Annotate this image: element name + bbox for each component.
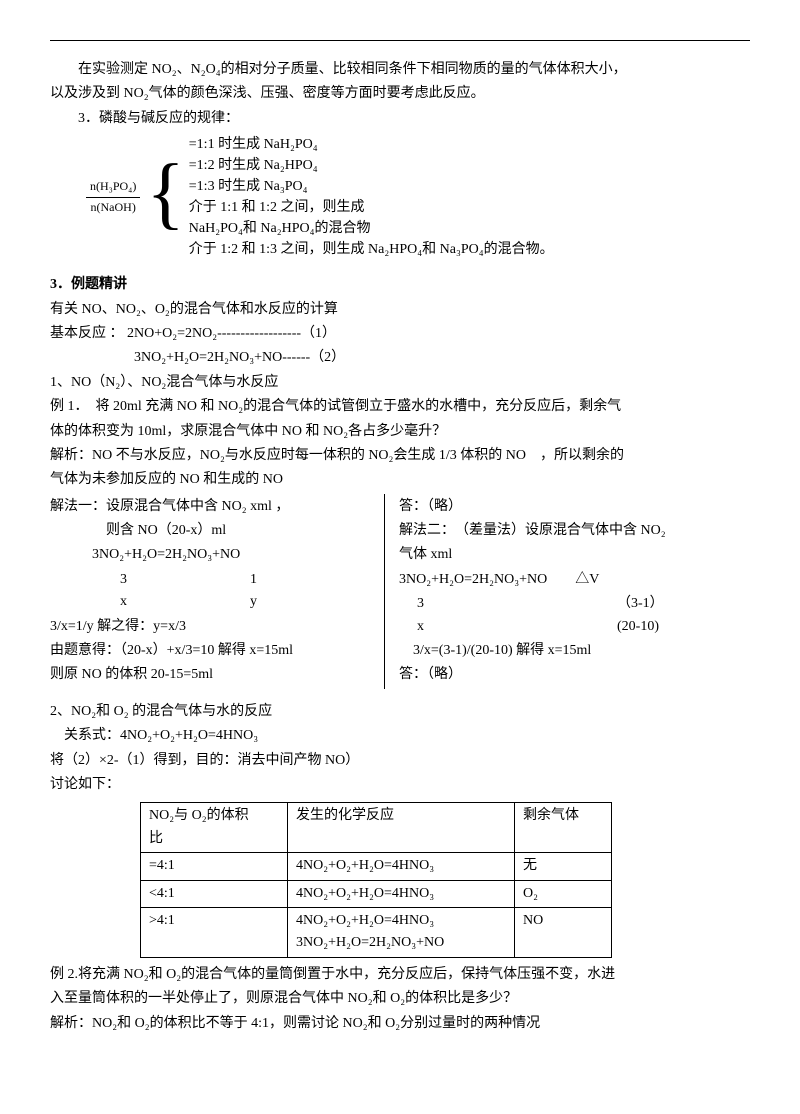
right-r1: 答：（略）: [399, 496, 750, 518]
left-l3: 3NO₂+H₂O=2H₂NO₃+NO: [50, 544, 374, 566]
two-column-solution: 解法一：设原混合气体中含 NO₂ xml ， 则含 NO（20-x）ml 3NO…: [50, 494, 750, 689]
section-3-title: 3．例题精讲: [50, 274, 750, 296]
right-r4: 3NO₂+H₂O=2H₂NO₃+NO △V: [399, 569, 750, 591]
th-remaining: 剩余气体: [515, 803, 612, 853]
brace-content: =1:1 时生成 NaH₂PO₄ =1:2 时生成 Na₂HPO₄ =1:3 时…: [189, 134, 554, 260]
left-l4a: 3: [120, 569, 250, 591]
left-brace: {: [146, 153, 184, 233]
r3c2b: 3NO₂+H₂O=2H₂NO₃+NO: [296, 935, 444, 950]
left-l2: 则含 NO（20-x）ml: [50, 520, 374, 542]
right-r5: 3 （3-1）: [399, 593, 750, 615]
example2-line1: 例 2.将充满 NO₂和 O₂的混合气体的量筒倒置于水中，充分反应后，保持气体压…: [50, 964, 750, 986]
r2c2: 4NO₂+O₂+H₂O=4HNO₃: [288, 880, 515, 907]
r2c3: O₂: [515, 880, 612, 907]
th-ratio-a: NO₂与 O₂的体积: [149, 808, 249, 823]
left-l4b: 1: [250, 569, 257, 591]
part2-p4: 讨论如下：: [50, 774, 750, 796]
solution-method-2: 答：（略） 解法二： （差量法）设原混合气体中含 NO₂ 气体 xml 3NO₂…: [385, 494, 750, 689]
th-ratio-b: 比: [149, 831, 163, 846]
r2c1: <4:1: [141, 880, 288, 907]
intro-line-3: 3．磷酸与碱反应的规律：: [50, 108, 750, 130]
brace-line-2: =1:2 时生成 Na₂HPO₄: [189, 155, 554, 176]
table-header-row: NO₂与 O₂的体积 比 发生的化学反应 剩余气体: [141, 803, 612, 853]
table-row: <4:1 4NO₂+O₂+H₂O=4HNO₃ O₂: [141, 880, 612, 907]
example2-line2: 入至量筒体积的一半处停止了，则原混合气体中 NO₂和 O₂的体积比是多少？: [50, 988, 750, 1010]
th-ratio: NO₂与 O₂的体积 比: [141, 803, 288, 853]
left-l5a: x: [120, 591, 250, 613]
brace-line-3: =1:3 时生成 Na₃PO₄: [189, 176, 554, 197]
frac-denominator: n(NaOH): [86, 198, 140, 217]
ratio-fraction: n(H₃PO₄) n(NaOH): [86, 177, 140, 216]
example2-line3: 解析：NO₂和 O₂的体积比不等于 4:1，则需讨论 NO₂和 O₂分别过量时的…: [50, 1013, 750, 1035]
right-r8: 答：（略）: [399, 664, 750, 686]
sec3-p3: 3NO₂+H₂O=2H₂NO₃+NO------（2）: [50, 347, 750, 369]
sec3-p2: 基本反应 ： 2NO+O₂=2NO₂------------------（1）: [50, 323, 750, 345]
brace-line-6: 介于 1:2 和 1:3 之间，则生成 Na₂HPO₄和 Na₃PO₄的混合物。: [189, 239, 554, 260]
left-l6: 3/x=1/y 解之得：y=x/3: [50, 616, 374, 638]
r1c1: =4:1: [141, 853, 288, 880]
right-r6a: x: [417, 616, 617, 638]
left-l8: 则原 NO 的体积 20-15=5ml: [50, 664, 374, 686]
th-reaction: 发生的化学反应: [288, 803, 515, 853]
frac-numerator: n(H₃PO₄): [86, 177, 140, 197]
left-l5b: y: [250, 591, 257, 613]
example1-line1: 例 1． 将 20ml 充满 NO 和 NO₂的混合气体的试管倒立于盛水的水槽中…: [50, 396, 750, 418]
sec3-p4: 1、NO（N₂）、NO₂混合气体与水反应: [50, 372, 750, 394]
left-l7: 由题意得：（20-x）+x/3=10 解得 x=15ml: [50, 640, 374, 662]
example1-line2: 体的体积变为 10ml，求原混合气体中 NO 和 NO₂各占多少毫升？: [50, 421, 750, 443]
right-r7: 3/x=(3-1)/(20-10) 解得 x=15ml: [399, 640, 750, 662]
analysis-line2: 气体为未参加反应的 NO 和生成的 NO: [50, 469, 750, 491]
discussion-table: NO₂与 O₂的体积 比 发生的化学反应 剩余气体 =4:1 4NO₂+O₂+H…: [140, 802, 612, 957]
r3c2a: 4NO₂+O₂+H₂O=4HNO₃: [296, 913, 434, 928]
part2-p1: 2、NO₂和 O₂ 的混合气体与水的反应: [50, 701, 750, 723]
part2-p2: 关系式：4NO₂+O₂+H₂O=4HNO₃: [50, 725, 750, 747]
table-row: =4:1 4NO₂+O₂+H₂O=4HNO₃ 无: [141, 853, 612, 880]
solution-method-1: 解法一：设原混合气体中含 NO₂ xml ， 则含 NO（20-x）ml 3NO…: [50, 494, 385, 689]
intro-line-2: 以及涉及到 NO₂气体的颜色深浅、压强、密度等方面时要考虑此反应。: [50, 83, 750, 105]
left-l5: x y: [50, 591, 374, 613]
brace-line-1: =1:1 时生成 NaH₂PO₄: [189, 134, 554, 155]
left-l4: 3 1: [50, 569, 374, 591]
r3c1: >4:1: [141, 907, 288, 957]
brace-line-5: NaH₂PO₄和 Na₂HPO₄的混合物: [189, 218, 554, 239]
left-l1: 解法一：设原混合气体中含 NO₂ xml ，: [50, 496, 374, 518]
r3c2: 4NO₂+O₂+H₂O=4HNO₃ 3NO₂+H₂O=2H₂NO₃+NO: [288, 907, 515, 957]
r3c3: NO: [515, 907, 612, 957]
right-r3: 气体 xml: [399, 544, 750, 566]
right-r5a: 3: [417, 593, 617, 615]
analysis-line1: 解析：NO 不与水反应，NO₂与水反应时每一体积的 NO₂会生成 1/3 体积的…: [50, 445, 750, 467]
right-r2: 解法二： （差量法）设原混合气体中含 NO₂: [399, 520, 750, 542]
right-r6b: (20-10): [617, 616, 659, 638]
intro-line-1: 在实验测定 NO₂、N₂O₄的相对分子质量、比较相同条件下相同物质的量的气体体积…: [50, 59, 750, 81]
right-r6: x (20-10): [399, 616, 750, 638]
table-row: >4:1 4NO₂+O₂+H₂O=4HNO₃ 3NO₂+H₂O=2H₂NO₃+N…: [141, 907, 612, 957]
right-r5b: （3-1）: [617, 593, 664, 615]
top-rule: [50, 40, 750, 41]
r1c3: 无: [515, 853, 612, 880]
ratio-rules: n(H₃PO₄) n(NaOH) { =1:1 时生成 NaH₂PO₄ =1:2…: [80, 134, 750, 260]
r1c2: 4NO₂+O₂+H₂O=4HNO₃: [288, 853, 515, 880]
brace-line-4: 介于 1:1 和 1:2 之间，则生成: [189, 197, 554, 218]
part2-p3: 将（2）×2-（1）得到，目的：消去中间产物 NO）: [50, 750, 750, 772]
sec3-p1: 有关 NO、NO₂、O₂的混合气体和水反应的计算: [50, 299, 750, 321]
